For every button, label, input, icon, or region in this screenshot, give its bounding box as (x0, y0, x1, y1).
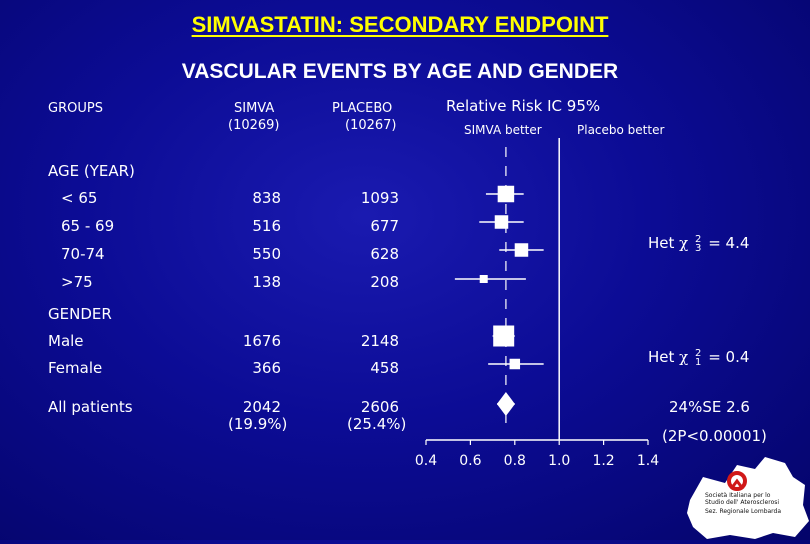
simva-pct-all: (19.9%) (228, 415, 288, 433)
placebo-count-male: 2148 (360, 332, 399, 350)
slide-title: SIMVASTATIN: SECONDARY ENDPOINT (191, 12, 609, 37)
het-age-value: = 4.4 (708, 234, 750, 252)
logo-text-line2: Studio dell' Aterosclerosi (705, 499, 780, 506)
simva-count-65-69: 516 (252, 217, 281, 235)
het-gender-prefix: Het (648, 348, 675, 366)
het-age-annotation: Het χ 2 3 = 4.4 (648, 234, 749, 253)
square-marker-1 (494, 215, 509, 229)
het-gender-df-sub: 1 (695, 356, 702, 368)
age-section-heading: AGE (YEAR) (48, 162, 135, 180)
square-marker-0 (497, 185, 515, 203)
het-gender-annotation: Het χ 2 1 = 0.4 (648, 348, 749, 367)
simva-count-over-75: 138 (252, 273, 281, 291)
slide-subtitle: VASCULAR EVENTS BY AGE AND GENDER (181, 60, 619, 83)
simva-better-label: SIMVA better (464, 123, 542, 137)
het-age-df-sub: 3 (695, 242, 702, 254)
x-tick-label-5: 1.4 (637, 453, 659, 469)
placebo-better-label: Placebo better (577, 123, 665, 137)
groups-header: GROUPS (48, 101, 103, 116)
x-tick-label-2: 0.8 (504, 453, 526, 469)
society-logo: Società Italiana per lo Studio dell' Ate… (685, 455, 810, 544)
row-label-all-patients: All patients (48, 398, 133, 416)
row-label-age-65-69: 65 - 69 (61, 217, 115, 235)
row-label-age-under-65: < 65 (61, 189, 98, 207)
x-tick-label-3: 1.0 (548, 453, 570, 469)
placebo-n-header: (10267) (345, 118, 397, 133)
diamond-marker-6 (496, 392, 515, 416)
placebo-count-under-65: 1093 (360, 189, 399, 207)
placebo-count-all: 2606 (360, 398, 399, 416)
square-marker-3 (479, 275, 488, 283)
het-age-chi-symbol: χ (679, 234, 689, 252)
p-value-summary: (2P<0.00001) (662, 427, 767, 445)
placebo-count-over-75: 208 (370, 273, 399, 291)
placebo-count-70-74: 628 (370, 245, 399, 263)
lombardy-map-logo (687, 457, 809, 539)
het-age-prefix: Het (648, 234, 675, 252)
square-marker-5 (509, 358, 521, 370)
simva-count-male: 1676 (242, 332, 281, 350)
logo-text-line1: Società Italiana per lo (705, 492, 771, 499)
square-marker-2 (514, 243, 529, 257)
placebo-header: PLACEBO (332, 101, 393, 116)
placebo-pct-all: (25.4%) (347, 415, 407, 433)
x-tick-label-0: 0.4 (415, 453, 437, 469)
het-gender-df-sup: 2 (695, 347, 702, 359)
row-label-female: Female (48, 359, 103, 377)
row-label-age-70-74: 70-74 (61, 245, 105, 263)
relative-risk-title: Relative Risk IC 95% (446, 97, 601, 115)
het-gender-chi-symbol: χ (679, 348, 689, 366)
simva-n-header: (10269) (228, 118, 280, 133)
x-tick-label-4: 1.2 (592, 453, 614, 469)
het-age-df-sup: 2 (695, 233, 702, 245)
simva-count-female: 366 (252, 359, 281, 377)
simva-count-all: 2042 (242, 398, 281, 416)
risk-reduction-summary: 24%SE 2.6 (669, 398, 750, 416)
het-gender-value: = 0.4 (708, 348, 750, 366)
placebo-count-65-69: 677 (370, 217, 399, 235)
row-label-male: Male (48, 332, 84, 350)
simva-header: SIMVA (234, 101, 275, 116)
gender-section-heading: GENDER (48, 305, 112, 323)
simva-count-under-65: 838 (252, 189, 281, 207)
square-marker-4 (493, 325, 515, 347)
logo-text-line3: Sez. Regionale Lombarda (705, 508, 782, 515)
simva-count-70-74: 550 (252, 245, 281, 263)
placebo-count-female: 458 (370, 359, 399, 377)
row-label-age-over-75: >75 (61, 273, 93, 291)
x-tick-label-1: 0.6 (459, 453, 481, 469)
